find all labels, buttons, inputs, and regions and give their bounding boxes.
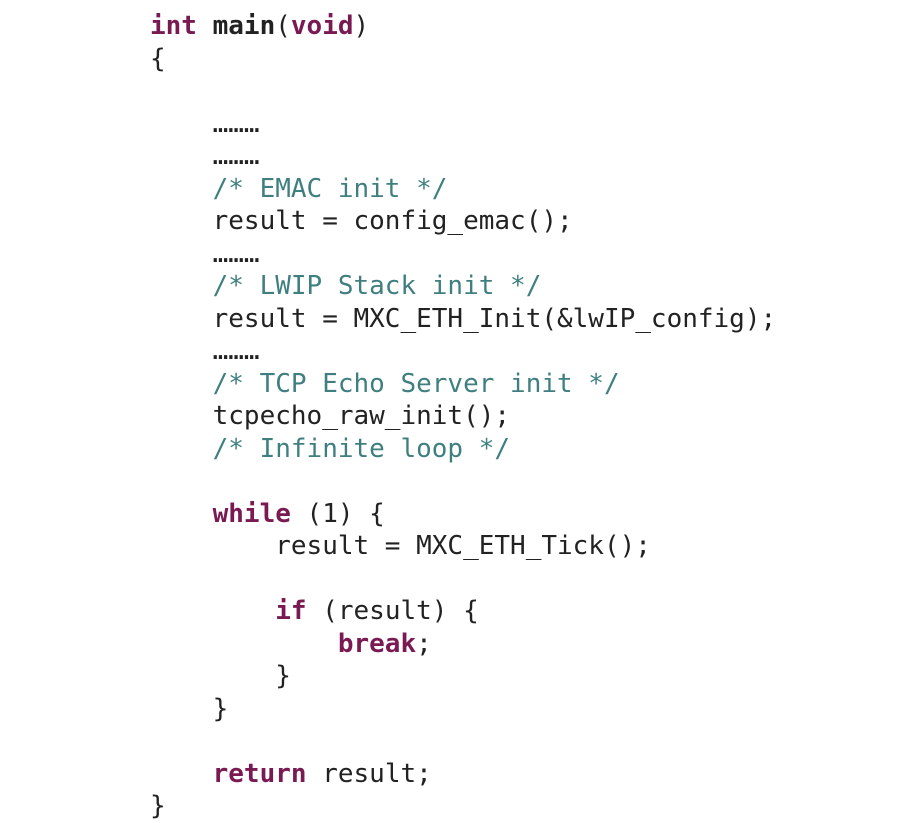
keyword-int: int (150, 11, 197, 41)
brace-open: { (150, 44, 166, 74)
ellipsis: ……… (213, 141, 260, 171)
stmt-tcpecho-init: tcpecho_raw_init(); (213, 401, 510, 431)
keyword-if: if (275, 596, 306, 626)
comment-emac-init: /* EMAC init */ (213, 174, 448, 204)
ellipsis: ……… (213, 109, 260, 139)
while-condition: (1) { (291, 499, 385, 529)
paren-close: ) (354, 11, 370, 41)
comment-lwip-init: /* LWIP Stack init */ (213, 271, 542, 301)
code-block: int main(void) { ……… ……… /* EMAC init */… (0, 0, 900, 823)
keyword-break: break (338, 629, 416, 659)
brace-close-if: } (275, 661, 291, 691)
if-condition: (result) { (307, 596, 479, 626)
function-name-main: main (213, 11, 276, 41)
stmt-eth-tick: result = MXC_ETH_Tick(); (275, 531, 651, 561)
stmt-config-emac: result = config_emac(); (213, 206, 573, 236)
paren-open: ( (275, 11, 291, 41)
semicolon: ; (416, 629, 432, 659)
return-expr: result; (307, 759, 432, 789)
keyword-return: return (213, 759, 307, 789)
ellipsis: ……… (213, 239, 260, 269)
stmt-eth-init: result = MXC_ETH_Init(&lwIP_config); (213, 304, 777, 334)
ellipsis: ……… (213, 336, 260, 366)
comment-infinite-loop: /* Infinite loop */ (213, 434, 510, 464)
brace-close-while: } (213, 694, 229, 724)
keyword-void: void (291, 11, 354, 41)
brace-close-fn: } (150, 791, 166, 821)
comment-tcp-echo: /* TCP Echo Server init */ (213, 369, 620, 399)
keyword-while: while (213, 499, 291, 529)
